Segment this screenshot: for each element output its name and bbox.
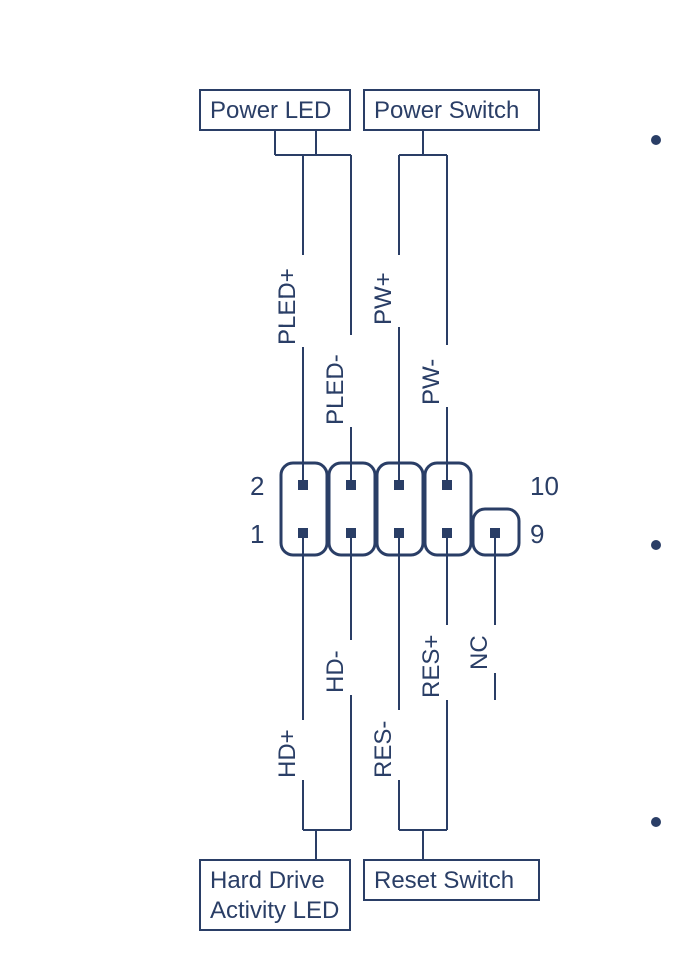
lbl-nc: NC [466,635,493,670]
front-panel-header-diagram: Power LED Power Switch PLED+ PLED+ PLED-… [0,0,700,979]
reset-switch-box: Reset Switch [364,860,539,900]
bullet-3 [651,817,661,827]
svg-text:PLED-: PLED- [322,354,349,425]
bullet-1 [651,135,661,145]
svg-text:PW+: PW+ [370,272,397,325]
num-9: 9 [530,519,544,549]
lbl-hdp: HD+ [274,729,301,778]
hdd-led-label1: Hard Drive [210,867,325,894]
hdd-led-box: Hard Drive Activity LED [200,860,350,930]
lbl-resm: RES- [370,721,397,778]
power-switch-label: Power Switch [374,97,519,124]
lbl-resp: RES+ [418,635,445,698]
power-led-box: Power LED [200,90,350,130]
num-10: 10 [530,471,559,501]
power-switch-box: Power Switch [364,90,539,130]
power-led-label: Power LED [210,97,331,124]
lbl-hdm: HD- [322,650,349,693]
svg-text:PLED+: PLED+ [274,268,301,345]
bullet-2 [651,540,661,550]
num-1: 1 [250,519,264,549]
hdd-led-label2: Activity LED [210,897,339,924]
reset-switch-label: Reset Switch [374,867,514,894]
svg-text:PW-: PW- [418,359,445,405]
num-2: 2 [250,471,264,501]
